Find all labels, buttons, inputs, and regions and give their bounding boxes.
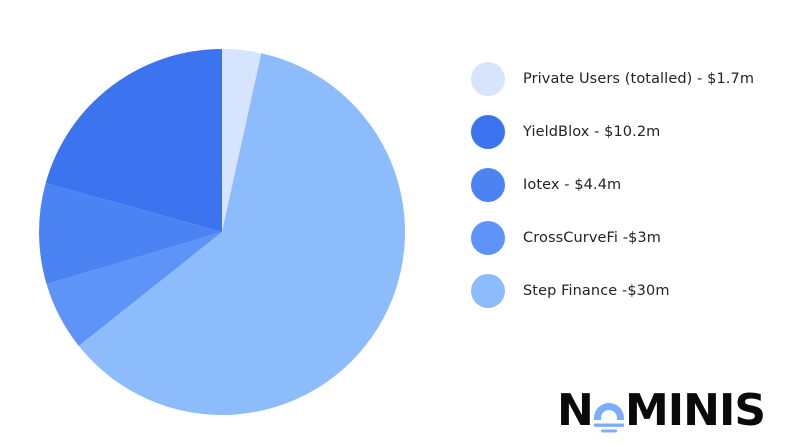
legend-swatch-private-users xyxy=(471,61,505,96)
pie-slice[interactable] xyxy=(39,183,222,285)
nominis-logo-svg: N MINIS xyxy=(557,388,766,436)
nominis-logo: N MINIS xyxy=(557,388,769,436)
chart-legend: Private Users (totalled) - $1.7m YieldBl… xyxy=(471,52,791,317)
legend-label-crosscurvefi: CrossCurveFi -$3m xyxy=(523,229,661,246)
pie-chart xyxy=(39,49,405,415)
logo-letter-n: N xyxy=(557,388,593,436)
pie-slice[interactable] xyxy=(222,49,262,232)
legend-item-iotex[interactable]: Iotex - $4.4m xyxy=(471,158,791,211)
legend-swatch-step-finance xyxy=(471,273,505,308)
legend-swatch-yieldblox xyxy=(471,114,505,149)
legend-label-step-finance: Step Finance -$30m xyxy=(523,282,670,299)
legend-label-yieldblox: YieldBlox - $10.2m xyxy=(523,123,661,140)
pie-slice[interactable] xyxy=(46,232,222,346)
pie-chart-svg xyxy=(39,49,405,415)
legend-swatch-crosscurvefi xyxy=(471,220,505,255)
pie-slice-group xyxy=(39,49,405,415)
legend-label-iotex: Iotex - $4.4m xyxy=(523,176,622,193)
sunrise-line-long xyxy=(594,423,624,427)
legend-item-private-users[interactable]: Private Users (totalled) - $1.7m xyxy=(471,52,791,105)
sunrise-horizon-icon xyxy=(594,403,624,433)
pie-slice[interactable] xyxy=(45,49,222,232)
sunrise-arch-shape xyxy=(594,403,624,420)
legend-swatch-iotex xyxy=(471,167,505,202)
legend-item-step-finance[interactable]: Step Finance -$30m xyxy=(471,264,791,317)
legend-item-crosscurvefi[interactable]: CrossCurveFi -$3m xyxy=(471,211,791,264)
pie-slice[interactable] xyxy=(78,53,405,415)
legend-label-private-users: Private Users (totalled) - $1.7m xyxy=(523,70,755,87)
legend-item-yieldblox[interactable]: YieldBlox - $10.2m xyxy=(471,105,791,158)
sunrise-line-short xyxy=(601,429,617,433)
logo-letters-minis: MINIS xyxy=(625,388,765,436)
